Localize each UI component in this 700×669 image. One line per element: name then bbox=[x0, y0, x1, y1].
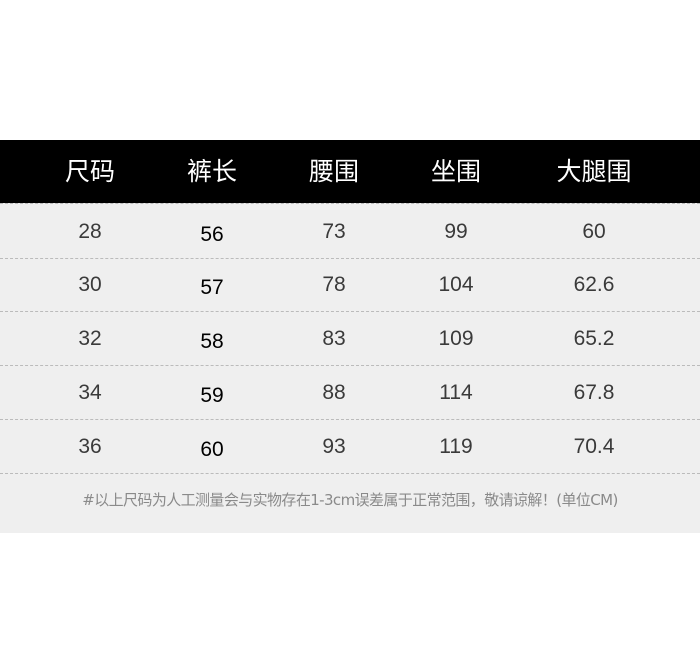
table-row: 36 60 93 119 70.4 bbox=[0, 419, 700, 474]
table-cell: 99 bbox=[444, 220, 468, 243]
table-cell: 119 bbox=[439, 435, 473, 458]
table-cell: 58 bbox=[200, 330, 224, 353]
table-row: 28 56 73 99 60 bbox=[0, 203, 700, 259]
table-cell: 34 bbox=[78, 381, 102, 404]
footnote: #以上尺码为人工测量会与实物存在1-3cm误差属于正常范围，敬请谅解！(单位CM… bbox=[82, 491, 618, 509]
header-size: 尺码 bbox=[64, 157, 116, 186]
table-header: 尺码 裤长 腰围 坐围 大腿围 bbox=[0, 140, 700, 203]
table-row: 30 57 78 104 62.6 bbox=[0, 257, 700, 312]
table-row: 34 59 88 114 67.8 bbox=[0, 365, 700, 420]
header-length: 裤长 bbox=[186, 157, 238, 186]
table-cell: 62.6 bbox=[573, 273, 615, 296]
header-thigh: 大腿围 bbox=[556, 157, 632, 186]
table-row: 32 58 83 109 65.2 bbox=[0, 311, 700, 366]
table-cell: 88 bbox=[322, 381, 346, 404]
table-cell: 28 bbox=[78, 220, 102, 243]
table-cell: 56 bbox=[200, 223, 224, 246]
table-cell: 114 bbox=[439, 381, 473, 404]
table-cell: 104 bbox=[438, 273, 474, 296]
table-body: #以上尺码为人工测量会与实物存在1-3cm误差属于正常范围，敬请谅解！(单位CM… bbox=[0, 203, 700, 533]
table-cell: 109 bbox=[438, 327, 474, 350]
table-cell: 93 bbox=[322, 435, 346, 458]
table-cell: 67.8 bbox=[573, 381, 615, 404]
table-cell: 59 bbox=[200, 384, 224, 407]
table-cell: 32 bbox=[78, 327, 102, 350]
table-cell: 60 bbox=[582, 220, 606, 243]
table-cell: 83 bbox=[322, 327, 346, 350]
table-cell: 70.4 bbox=[573, 435, 615, 458]
table-cell: 36 bbox=[78, 435, 102, 458]
table-cell: 30 bbox=[78, 273, 102, 296]
table-cell: 65.2 bbox=[573, 327, 615, 350]
header-hip: 坐围 bbox=[430, 157, 482, 186]
table-cell: 57 bbox=[200, 276, 224, 299]
table-cell: 60 bbox=[200, 438, 224, 461]
table-cell: 78 bbox=[322, 273, 346, 296]
table-cell: 73 bbox=[322, 220, 346, 243]
header-waist: 腰围 bbox=[308, 157, 360, 186]
